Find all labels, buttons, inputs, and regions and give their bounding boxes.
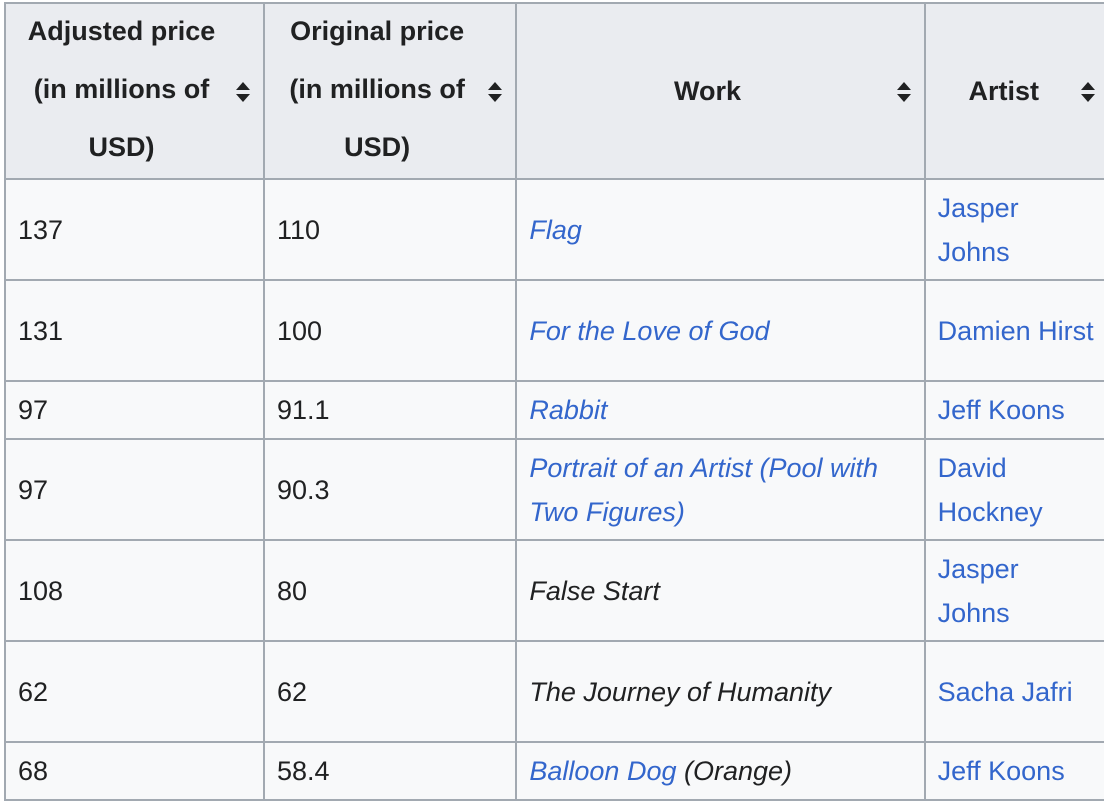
work-cell: Balloon Dog (Orange) (515, 741, 926, 801)
work-cell: Portrait of an Artist (Pool with Two Fig… (515, 438, 926, 541)
header-original-price[interactable]: Original price (in millions of USD) (262, 2, 518, 180)
header-artist-label: Artist (968, 76, 1040, 106)
work-link[interactable]: Flag (529, 214, 582, 245)
artist-link[interactable]: David Hockney (937, 452, 1043, 527)
work-cell: The Journey of Humanity (515, 640, 926, 743)
work-cell: Flag (515, 178, 926, 281)
original-price-cell: 110 (262, 178, 518, 281)
table-row: 62 62 The Journey of Humanity Sacha Jafr… (4, 640, 1104, 743)
table-row: 97 91.1 Rabbit Jeff Koons (4, 380, 1104, 440)
header-adjusted-line3: USD) (88, 132, 155, 162)
artist-link[interactable]: Jasper Johns (937, 553, 1019, 628)
work-cell: For the Love of God (515, 279, 926, 382)
work-link[interactable]: Rabbit (529, 395, 608, 425)
artist-cell: Jasper Johns (923, 539, 1104, 642)
artist-link[interactable]: Jasper Johns (937, 192, 1019, 267)
original-price-cell: 80 (262, 539, 518, 642)
table-row: 108 80 False Start Jasper Johns (4, 539, 1104, 642)
artist-link[interactable]: Damien Hirst (937, 315, 1094, 346)
work-suffix: (Orange) (676, 756, 793, 786)
artist-cell: David Hockney (923, 438, 1104, 541)
artist-cell: Jeff Koons (923, 741, 1104, 801)
sort-updown-icon[interactable] (235, 81, 251, 107)
artist-link[interactable]: Jeff Koons (937, 395, 1065, 425)
original-price-cell: 91.1 (262, 380, 518, 440)
original-price-cell: 58.4 (262, 741, 518, 801)
table-row: 137 110 Flag Jasper Johns (4, 178, 1104, 281)
adjusted-price-cell: 97 (4, 438, 265, 541)
work-link[interactable]: For the Love of God (529, 315, 770, 346)
original-price-cell: 100 (262, 279, 518, 382)
artist-link[interactable]: Sacha Jafri (937, 676, 1073, 707)
sort-updown-icon[interactable] (896, 81, 912, 107)
original-price-cell: 62 (262, 640, 518, 743)
artist-cell: Jasper Johns (923, 178, 1104, 281)
artist-cell: Damien Hirst (923, 279, 1104, 382)
header-work[interactable]: Work (515, 2, 926, 180)
artworks-table: Adjusted price (in millions of USD) Orig… (4, 2, 1104, 801)
work-cell: Rabbit (515, 380, 926, 440)
artist-cell: Sacha Jafri (923, 640, 1104, 743)
artist-cell: Jeff Koons (923, 380, 1104, 440)
work-title: The Journey of Humanity (529, 676, 832, 707)
header-adjusted-line2: (in millions of (33, 74, 210, 104)
header-work-label: Work (673, 76, 741, 106)
adjusted-price-cell: 131 (4, 279, 265, 382)
artist-link[interactable]: Jeff Koons (937, 756, 1065, 786)
table-row: 97 90.3 Portrait of an Artist (Pool with… (4, 438, 1104, 541)
sort-updown-icon[interactable] (487, 81, 503, 107)
adjusted-price-cell: 68 (4, 741, 265, 801)
work-cell: False Start (515, 539, 926, 642)
table-row: 131 100 For the Love of God Damien Hirst (4, 279, 1104, 382)
adjusted-price-cell: 62 (4, 640, 265, 743)
original-price-cell: 90.3 (262, 438, 518, 541)
adjusted-price-cell: 108 (4, 539, 265, 642)
adjusted-price-cell: 137 (4, 178, 265, 281)
work-link[interactable]: Balloon Dog (529, 756, 677, 786)
header-adjusted-price[interactable]: Adjusted price (in millions of USD) (4, 2, 265, 180)
header-adjusted-line1: Adjusted price (27, 16, 216, 46)
sort-updown-icon[interactable] (1080, 81, 1096, 107)
table-row: 68 58.4 Balloon Dog (Orange) Jeff Koons (4, 741, 1104, 801)
header-original-line2: (in millions of (289, 74, 465, 104)
header-original-line1: Original price (290, 16, 465, 46)
header-artist[interactable]: Artist (923, 2, 1104, 180)
header-original-line3: USD) (344, 132, 411, 162)
work-link[interactable]: Portrait of an Artist (Pool with Two Fig… (529, 452, 879, 527)
work-title: False Start (529, 575, 660, 606)
adjusted-price-cell: 97 (4, 380, 265, 440)
header-row: Adjusted price (in millions of USD) Orig… (4, 2, 1104, 180)
